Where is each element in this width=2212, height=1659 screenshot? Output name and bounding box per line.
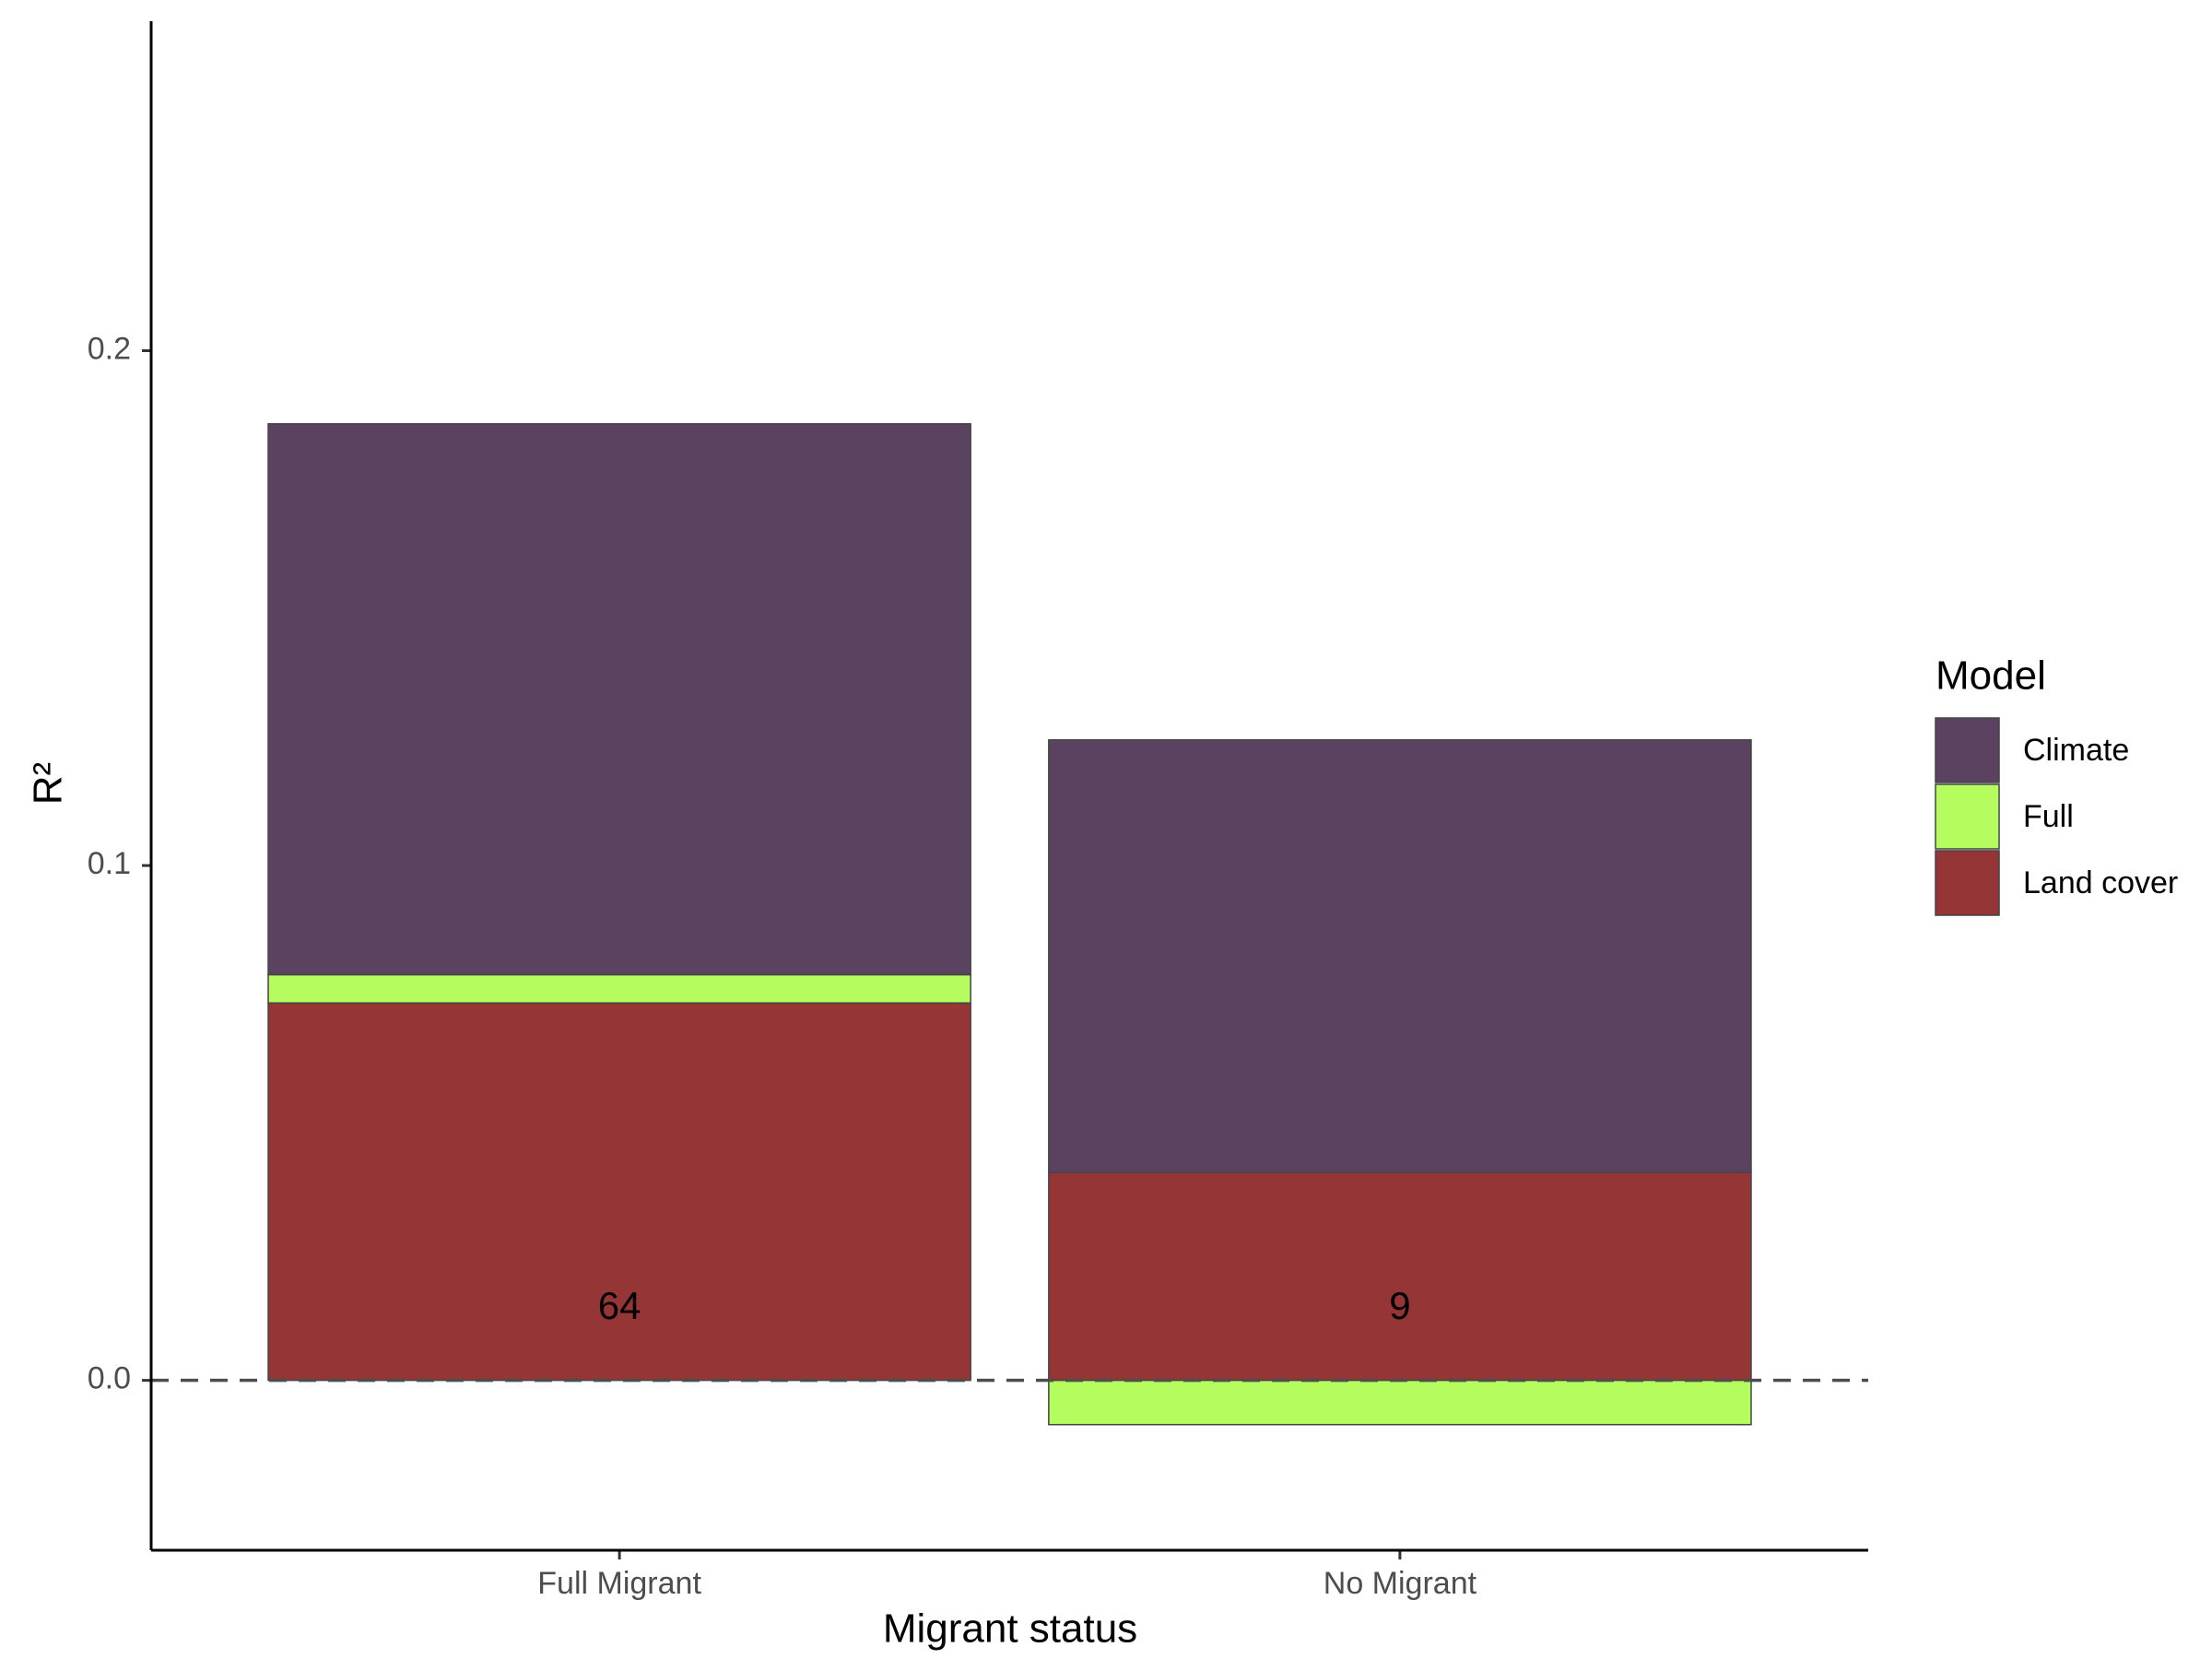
- bar-annotation: 9: [1389, 1284, 1410, 1327]
- legend-label: Climate: [2023, 733, 2129, 768]
- x-tick-label: Full Migrant: [537, 1566, 701, 1601]
- legend-label: Full: [2023, 799, 2074, 834]
- y-tick-label: 0.2: [88, 331, 131, 366]
- y-tick-label: 0.1: [88, 846, 131, 881]
- y-axis-title: R²: [26, 762, 71, 805]
- y-tick-label: 0.0: [88, 1361, 131, 1396]
- x-tick-label: No Migrant: [1324, 1566, 1477, 1601]
- bar-segment: [267, 973, 971, 1004]
- bar-segment: [1048, 739, 1752, 1173]
- legend-label: Land cover: [2023, 865, 2178, 900]
- legend-key: [1935, 717, 2000, 783]
- x-axis-title: Migrant status: [883, 1606, 1137, 1652]
- bar-segment: [1048, 1379, 1752, 1426]
- legend-key: [1935, 850, 2000, 916]
- legend-key: [1935, 783, 2000, 850]
- bar-segment: [267, 423, 971, 976]
- bar-annotation: 64: [598, 1284, 641, 1327]
- legend-title: Model: [1936, 653, 2046, 699]
- bar-segment: [267, 1002, 971, 1382]
- bar-segment: [1048, 1171, 1752, 1382]
